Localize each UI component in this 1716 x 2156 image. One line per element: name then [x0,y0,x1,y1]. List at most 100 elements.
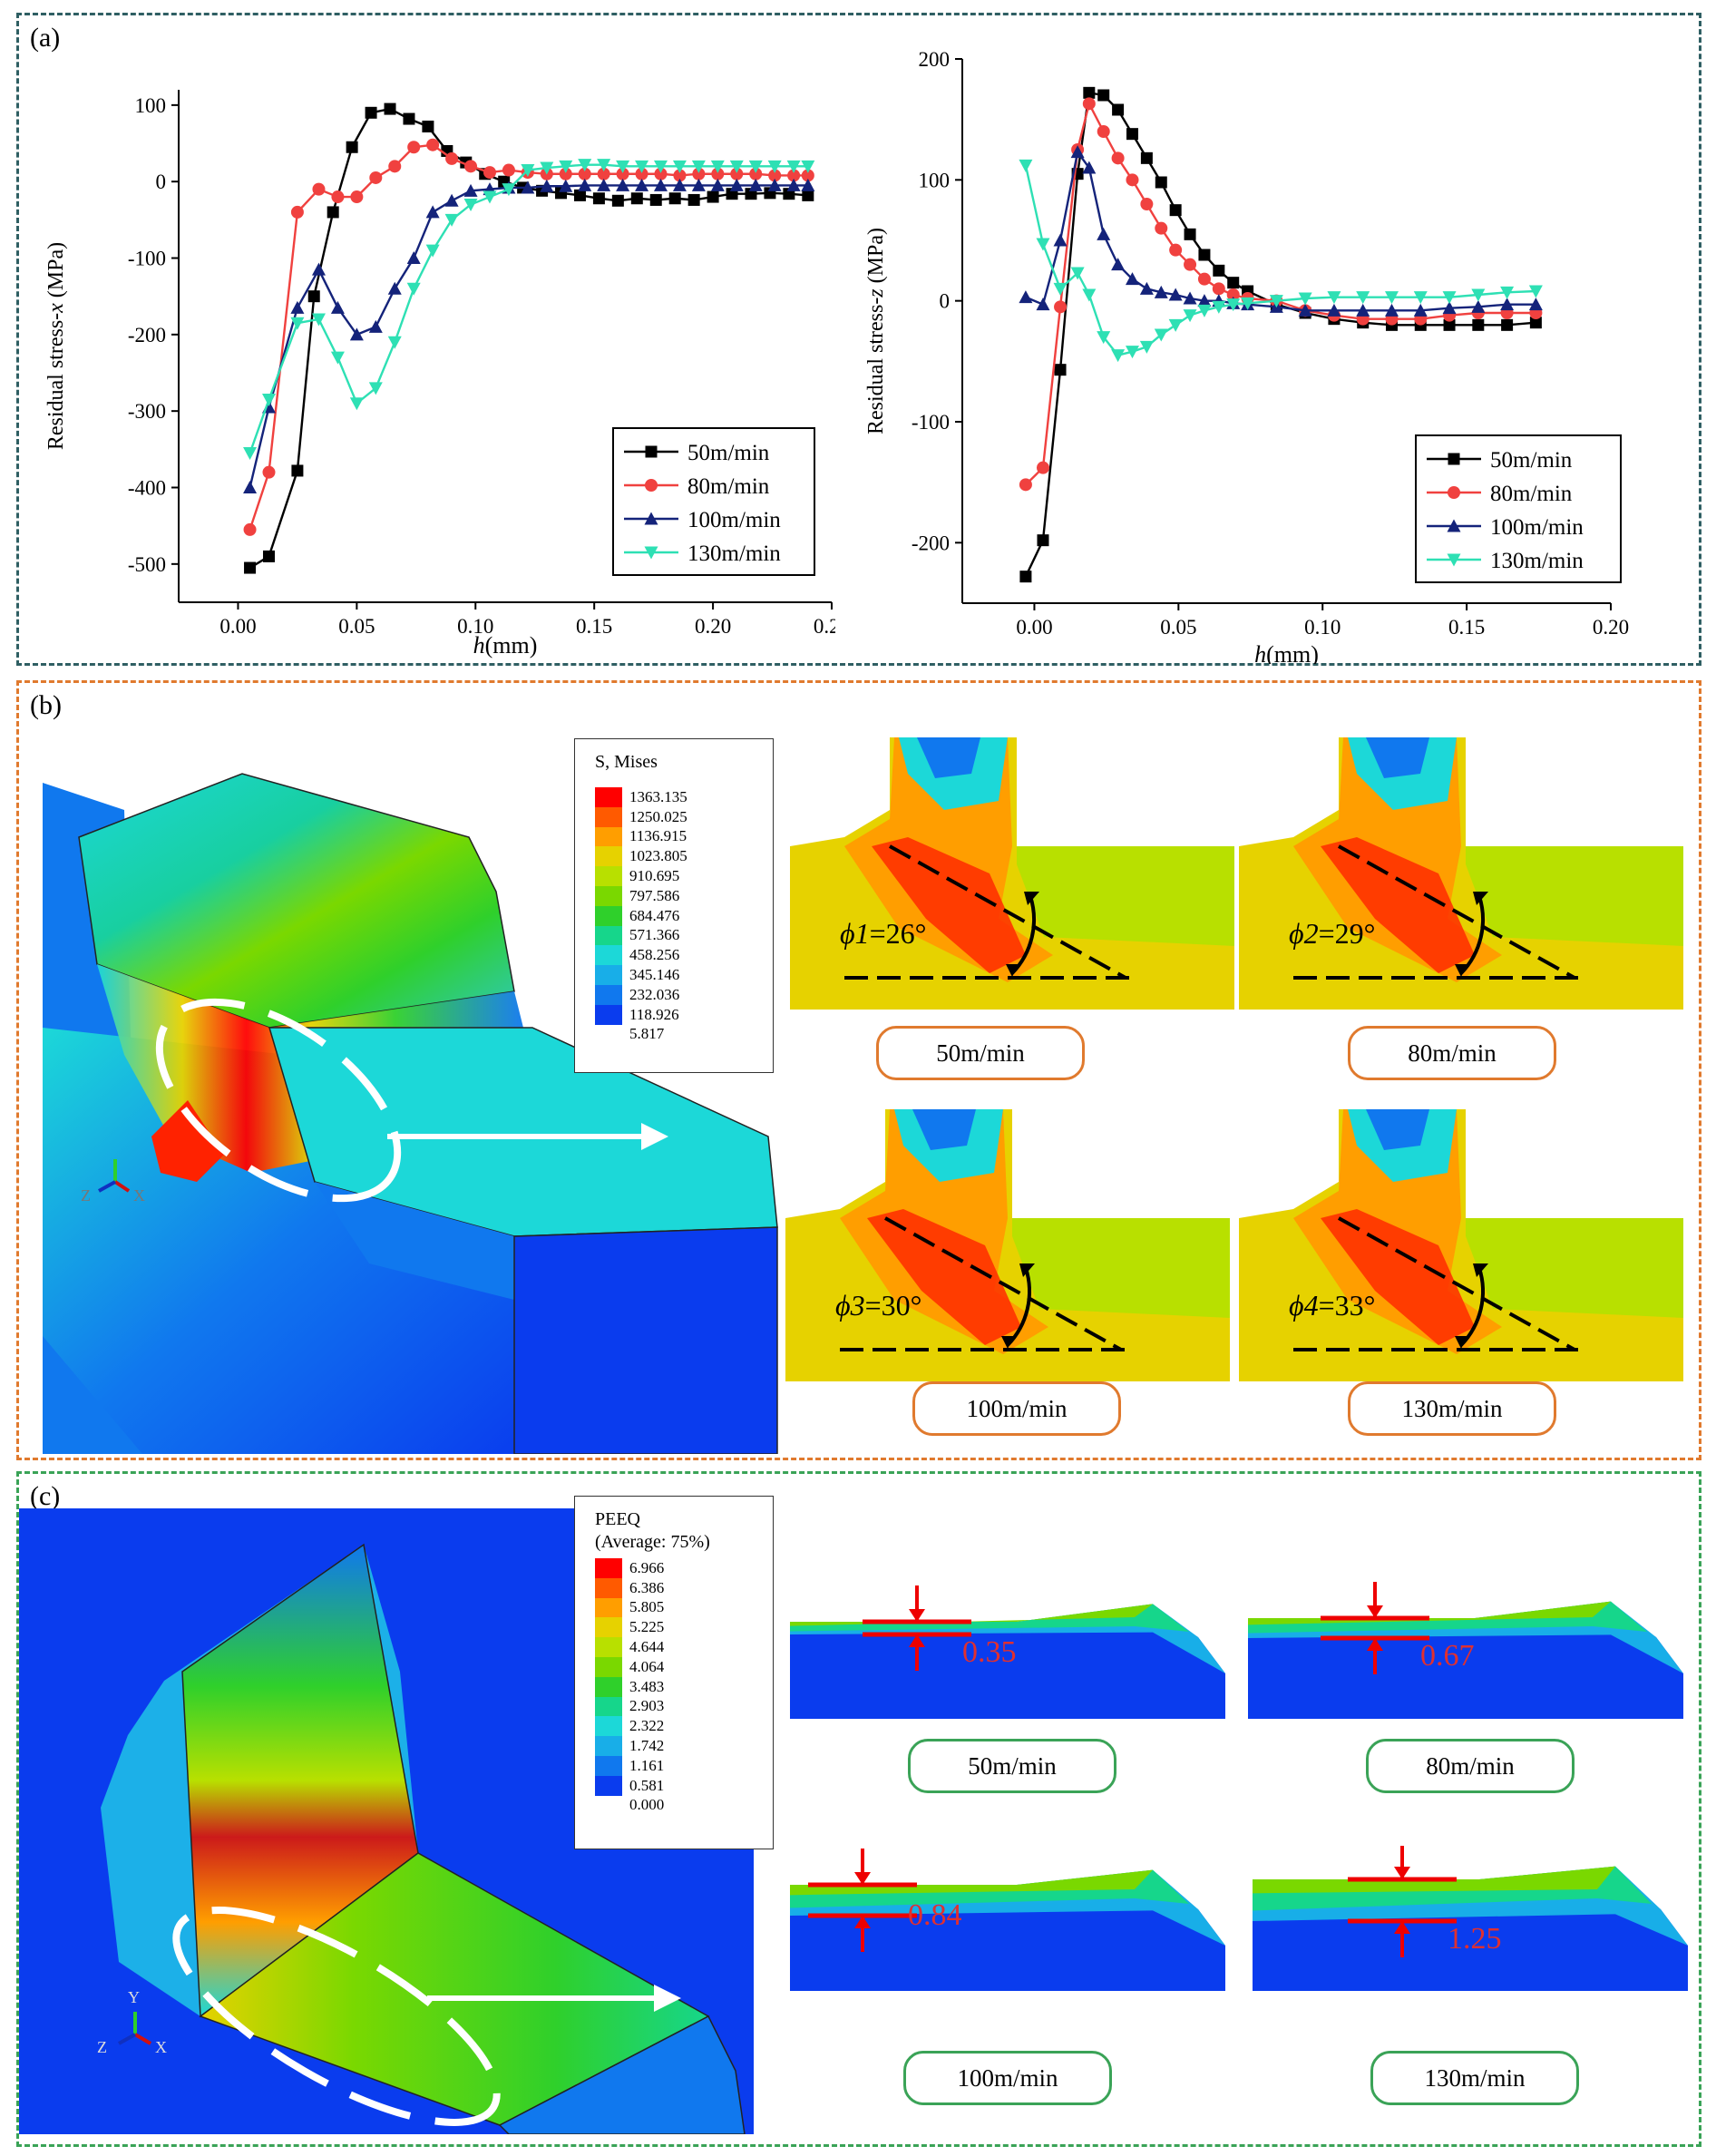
data-point [616,160,630,173]
data-point [1226,298,1241,312]
x-tick-label: 0.25 [814,615,835,638]
data-point [425,205,440,219]
data-point [1036,238,1050,251]
data-point [243,522,257,536]
data-point [1111,151,1125,165]
axis-triad: Z X [81,1159,145,1205]
data-point [691,160,706,173]
legend-marker [1447,519,1461,532]
data-point [707,190,719,203]
data-point [786,160,801,173]
data-point [1500,298,1515,311]
data-point [330,351,345,365]
data-point [483,166,496,180]
panel-c: (c) Y Z X [16,1471,1701,2147]
data-point [1019,571,1032,583]
depth-arrow-head [1367,1638,1383,1651]
speed-label-130m/min: 130m/min [1370,2051,1579,2105]
y-tick-label: -100 [912,411,950,434]
axis-x-label: X [155,2038,167,2056]
contour-region [917,737,980,778]
data-point [540,161,554,175]
data-point [1213,264,1225,277]
data-point [312,182,326,196]
data-point [1155,221,1168,235]
layer-depth-value: 0.35 [962,1635,1017,1669]
series-100m/min [1019,145,1543,317]
legend-row: 571.366 [595,925,773,946]
data-point [384,102,396,115]
data-point [711,167,725,180]
data-point [801,160,815,173]
data-point [653,160,668,173]
contour-shear-band [867,1209,1021,1345]
data-point [1155,176,1167,189]
legend-row: 232.036 [595,984,773,1005]
x-tick-label: 0.00 [219,615,256,638]
legend-swatch [595,806,622,827]
y-tick-label: 0 [156,171,167,193]
legend-marker [645,445,658,458]
data-point [710,178,725,191]
legend-swatch [595,1617,622,1638]
data-point [1097,331,1111,345]
data-point [327,206,339,219]
speed-label-130m/min: 130m/min [1348,1381,1556,1436]
data-point [291,464,304,477]
data-point [687,193,700,206]
legend-swatch [595,1696,622,1717]
data-point [592,192,605,205]
data-point [1471,299,1486,313]
panel-b-label: (b) [30,690,62,720]
data-point [1169,243,1183,257]
angle-arrow-head [1019,1263,1035,1277]
legend-swatch [595,1736,622,1756]
data-point [1298,292,1312,306]
data-point [729,178,744,191]
shear-angle-label: ϕ3=30° [835,1289,921,1322]
data-point [444,193,459,207]
legend-value: 0.581 [629,1776,665,1794]
data-point [1384,303,1399,317]
legend-row: 1363.135 [595,787,773,807]
legend-row: 910.695 [595,866,773,886]
chart-legend: 50m/min 80m/min 100m/min 130m/min [612,427,815,576]
legend-scale: 1363.135 1250.025 1136.915 1023.805 910.695 7… [595,787,773,1043]
data-point [521,180,535,194]
data-point [730,167,744,180]
contour-shear-band [1321,837,1475,973]
contour-region [1366,1109,1429,1150]
legend-swatch [595,866,622,886]
data-point [767,160,782,173]
contour-region [912,1109,976,1150]
data-point [749,167,763,180]
y-tick-label: -300 [128,400,166,423]
data-point [1327,303,1341,317]
data-point [1184,258,1197,271]
data-point [243,447,258,461]
data-point [1082,288,1097,302]
x-tick-label: 0.20 [695,615,731,638]
data-point [290,317,305,330]
data-point [244,561,257,574]
data-point [403,112,415,125]
legend-value: 458.256 [629,946,680,964]
y-tick-label: -100 [128,248,166,270]
data-point [1053,233,1068,247]
legend-label: 130m/min [687,541,781,566]
data-point [540,179,554,192]
data-point [1070,267,1085,280]
data-point [1241,297,1255,310]
shear-plane-line [889,844,1126,980]
shear-angle-label: ϕ4=33° [1289,1289,1375,1322]
legend-value: 1363.135 [629,787,687,805]
x-tick-label: 0.00 [1016,616,1052,639]
legend-marker [1448,486,1460,499]
series-line [1024,165,1536,357]
y-tick-label: 100 [135,94,167,117]
data-point [635,160,649,173]
data-point [1442,291,1457,305]
data-point [1197,294,1212,307]
data-point [262,465,276,479]
speed-label-100m/min: 100m/min [903,2051,1112,2105]
